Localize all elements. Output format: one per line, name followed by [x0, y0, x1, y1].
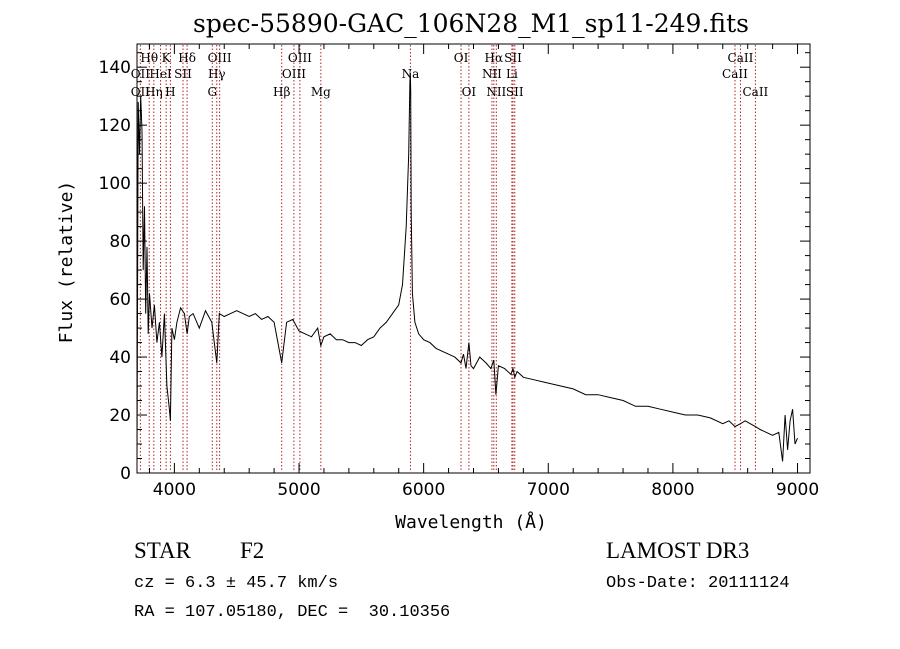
x-axis-label: Wavelength (Å) [395, 511, 547, 533]
line-label-layer: OII OII Hθ Hη HeI K H SII Hδ G Hγ OIII Hβ OIII OIII Mg N… [131, 51, 769, 99]
y-tick-label-7: 140 [99, 58, 131, 78]
line-label-14: OIII [288, 51, 312, 65]
line-label-17: OI [454, 51, 469, 65]
chart-title: spec-55890-GAC_106N28_M1_sp11-249.fits [193, 9, 749, 38]
x-tick-label-5: 9000 [776, 480, 819, 500]
survey-label: LAMOST DR3 [606, 538, 750, 563]
axis-tick-layer: 4000 5000 6000 7000 8000 9000 0 20 40 60 80 100 120 1… [99, 44, 819, 500]
redshift-readout: cz = 6.3 ± 45.7 km/s [134, 574, 339, 593]
line-label-13: OIII [282, 67, 306, 81]
line-label-11: OIII [208, 51, 232, 65]
y-tick-label-1: 20 [109, 406, 131, 426]
x-tick-label-0: 4000 [153, 480, 196, 500]
line-label-8: Hδ [178, 51, 196, 65]
line-label-24: SII [506, 85, 524, 99]
line-marker-layer [139, 45, 756, 472]
plot-frame [136, 43, 811, 474]
x-tick-label-1: 5000 [277, 480, 320, 500]
y-tick-label-6: 120 [99, 116, 131, 136]
x-tick-label-3: 7000 [527, 480, 570, 500]
line-label-12: Hβ [273, 85, 290, 99]
subclass-label: F2 [240, 538, 265, 563]
line-label-27: CaII [742, 85, 768, 99]
line-label-1: OII [131, 85, 151, 99]
y-axis-label: Flux (relative) [56, 181, 77, 344]
y-tick-label-2: 40 [109, 348, 131, 368]
class-label: STAR [134, 538, 191, 563]
spectrum-series-line [136, 72, 798, 462]
obs-date-readout: Obs-Date: 20111124 [606, 574, 790, 593]
coordinates-readout: RA = 107.05180, DEC = 30.10356 [134, 603, 451, 622]
line-label-10: Hγ [208, 67, 226, 81]
line-label-9: G [207, 85, 217, 99]
line-label-2: Hθ [140, 51, 158, 65]
line-label-23: Li [506, 67, 518, 81]
line-label-22: SII [504, 51, 522, 65]
line-label-20: Hα [485, 51, 504, 65]
line-label-4: HeI [149, 67, 172, 81]
line-label-7: SII [174, 67, 192, 81]
x-tick-label-2: 6000 [402, 480, 445, 500]
line-label-26: CaII [728, 51, 754, 65]
y-tick-label-0: 0 [120, 464, 131, 484]
y-tick-label-3: 60 [109, 290, 131, 310]
line-label-6: H [165, 85, 175, 99]
line-label-5: K [162, 51, 172, 65]
line-label-19: NII [482, 67, 502, 81]
line-label-21: NII [486, 85, 506, 99]
x-tick-label-4: 8000 [651, 480, 694, 500]
line-label-15: Mg [311, 85, 331, 99]
line-label-3: Hη [145, 85, 163, 99]
line-label-0: OII [131, 67, 151, 81]
line-label-18: OI [462, 85, 477, 99]
line-label-25: CaII [722, 67, 748, 81]
y-tick-label-5: 100 [99, 174, 131, 194]
y-tick-label-4: 80 [109, 232, 131, 252]
